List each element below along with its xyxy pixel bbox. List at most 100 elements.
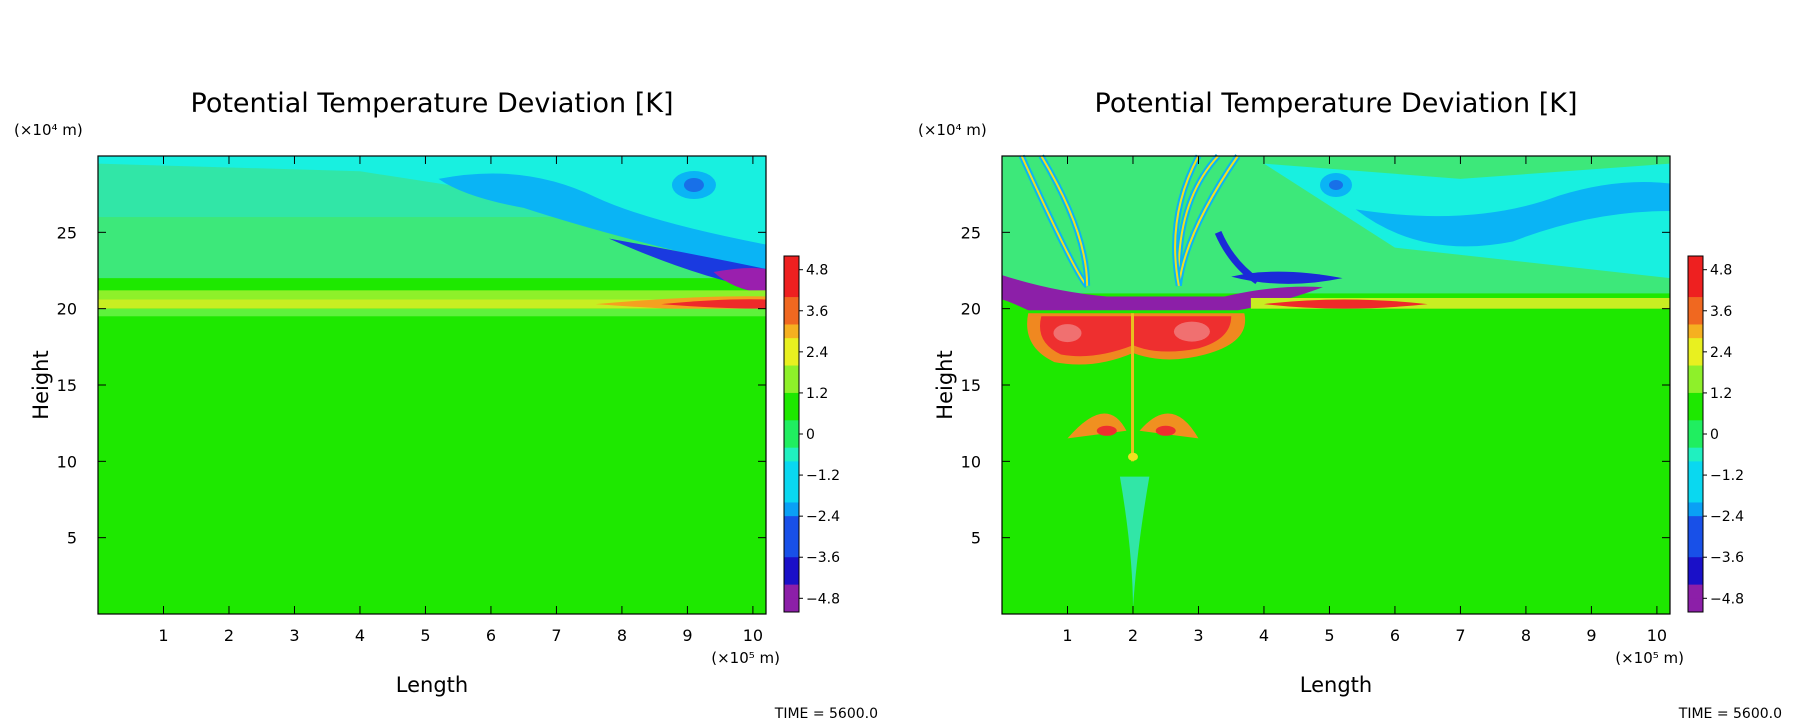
y-unit-label: (×10⁴ m)	[14, 121, 83, 139]
stem-base	[1127, 452, 1138, 461]
colorbar-swatch	[1688, 557, 1703, 572]
colorbar-swatch	[784, 269, 799, 284]
colorbar-swatch	[784, 447, 799, 462]
colorbar-tick-label: −2.4	[1710, 509, 1744, 525]
colorbar-swatch	[784, 475, 799, 490]
x-tick-label: 4	[355, 626, 365, 645]
colorbar-swatch	[784, 516, 799, 531]
y-tick-label: 10	[961, 452, 981, 471]
x-tick-label: 3	[289, 626, 299, 645]
colorbar-swatch	[1688, 461, 1703, 476]
colorbar-swatch	[784, 570, 799, 586]
colorbar-tick-label: −1.2	[1710, 468, 1744, 484]
colorbar-swatch	[1688, 406, 1703, 421]
colorbar-swatch	[784, 256, 799, 271]
colorbar-swatch	[1688, 420, 1703, 435]
cyan-region	[98, 156, 766, 263]
field-layer	[1002, 153, 1670, 610]
y-tick-label: 20	[961, 300, 981, 319]
lower-plume	[1119, 476, 1150, 610]
colorbar-swatch	[784, 310, 799, 325]
colorbar-swatch	[1688, 324, 1703, 339]
colorbar-swatch	[784, 379, 799, 394]
colorbar-swatch	[1688, 351, 1703, 367]
x-tick-label: 5	[420, 626, 430, 645]
x-tick-label: 10	[1647, 626, 1667, 645]
x-tick-label: 8	[1521, 626, 1531, 645]
colorbar-swatch	[1688, 475, 1703, 490]
colorbar-swatch	[1688, 529, 1703, 545]
colorbar-swatch	[784, 351, 799, 367]
colorbar-swatch	[1688, 488, 1703, 503]
x-tick-label: 1	[158, 626, 168, 645]
chart-title: Potential Temperature Deviation [K]	[191, 88, 674, 119]
warm-anvil-spot-2	[1053, 324, 1082, 343]
y-unit-label: (×10⁴ m)	[918, 121, 987, 139]
y-tick-label: 15	[961, 376, 981, 395]
colorbar-tick-label: 1.2	[1710, 386, 1732, 402]
colorbar-swatch	[784, 502, 799, 517]
x-tick-label: 2	[224, 626, 234, 645]
colorbar-swatch	[1688, 570, 1703, 586]
y-tick-label: 15	[57, 376, 77, 395]
warm-band	[98, 290, 766, 302]
y-tick-label: 20	[57, 300, 77, 319]
colorbar-tick-label: −3.6	[1710, 550, 1744, 566]
colorbar-swatch	[784, 557, 799, 572]
y-tick-label: 25	[961, 223, 981, 242]
x-tick-label: 6	[486, 626, 496, 645]
wave-ray-warm	[1040, 155, 1089, 286]
colorbar-swatch	[1688, 297, 1703, 312]
y-tick-label: 25	[57, 223, 77, 242]
x-tick-label: 5	[1324, 626, 1334, 645]
colorbar-tick-label: 2.4	[806, 345, 828, 361]
colorbar-swatch	[1688, 516, 1703, 531]
colorbar-tick-label: −3.6	[806, 550, 840, 566]
warm-anvil-spot	[1173, 321, 1210, 342]
cold-cap-edge	[1231, 271, 1343, 284]
x-tick-label: 10	[743, 626, 763, 645]
colorbar-swatch	[784, 543, 799, 558]
x-tick-label: 2	[1128, 626, 1138, 645]
x-unit-label: (×10⁵ m)	[1615, 649, 1684, 667]
x-unit-label: (×10⁵ m)	[711, 649, 780, 667]
colorbar-swatch	[1688, 256, 1703, 271]
x-tick-label: 7	[551, 626, 561, 645]
colorbar-swatch	[1688, 365, 1703, 380]
colorbar-swatch	[784, 365, 799, 380]
colorbar-swatch	[1688, 434, 1703, 449]
colorbar-swatch	[784, 338, 799, 353]
central-stem	[1131, 313, 1135, 462]
colorbar-swatch	[784, 598, 799, 613]
time-label: TIME = 5600.0	[774, 706, 878, 722]
x-tick-label: 6	[1390, 626, 1400, 645]
colorbar-swatch	[1688, 310, 1703, 325]
cold-core	[713, 267, 766, 294]
warm-band-2	[98, 299, 766, 309]
colorbar-swatch	[1688, 543, 1703, 558]
colorbar-swatch	[784, 324, 799, 339]
colorbar-tick-label: 0	[1710, 427, 1719, 443]
cool-spot-core	[1329, 180, 1343, 191]
chart-title: Potential Temperature Deviation [K]	[1095, 88, 1578, 119]
field-layer	[98, 156, 766, 317]
warm-cell-core-right	[1155, 425, 1176, 436]
warm-band	[1250, 297, 1670, 309]
x-tick-label: 3	[1193, 626, 1203, 645]
chart-svg-left: Potential Temperature Deviation [K] (×10⁴…	[14, 88, 878, 722]
colorbar-swatch	[784, 297, 799, 312]
colorbar-swatch	[1688, 283, 1703, 298]
x-tick-label: 7	[1455, 626, 1465, 645]
colorbar-swatch	[784, 406, 799, 421]
cool-spot-core	[683, 178, 704, 193]
warm-streak	[1263, 299, 1428, 309]
colorbar-swatch	[784, 434, 799, 449]
colorbar-swatch	[1688, 502, 1703, 517]
wave-ray-warm	[1177, 155, 1239, 286]
x-tick-label: 4	[1259, 626, 1269, 645]
chart-panel-right: Potential Temperature Deviation [K] (×10⁴…	[904, 0, 1808, 724]
y-tick-label: 5	[67, 529, 77, 548]
colorbar-tick-label: 1.2	[806, 386, 828, 402]
colorbar-swatch	[1688, 269, 1703, 284]
cool-lobe	[438, 173, 766, 273]
